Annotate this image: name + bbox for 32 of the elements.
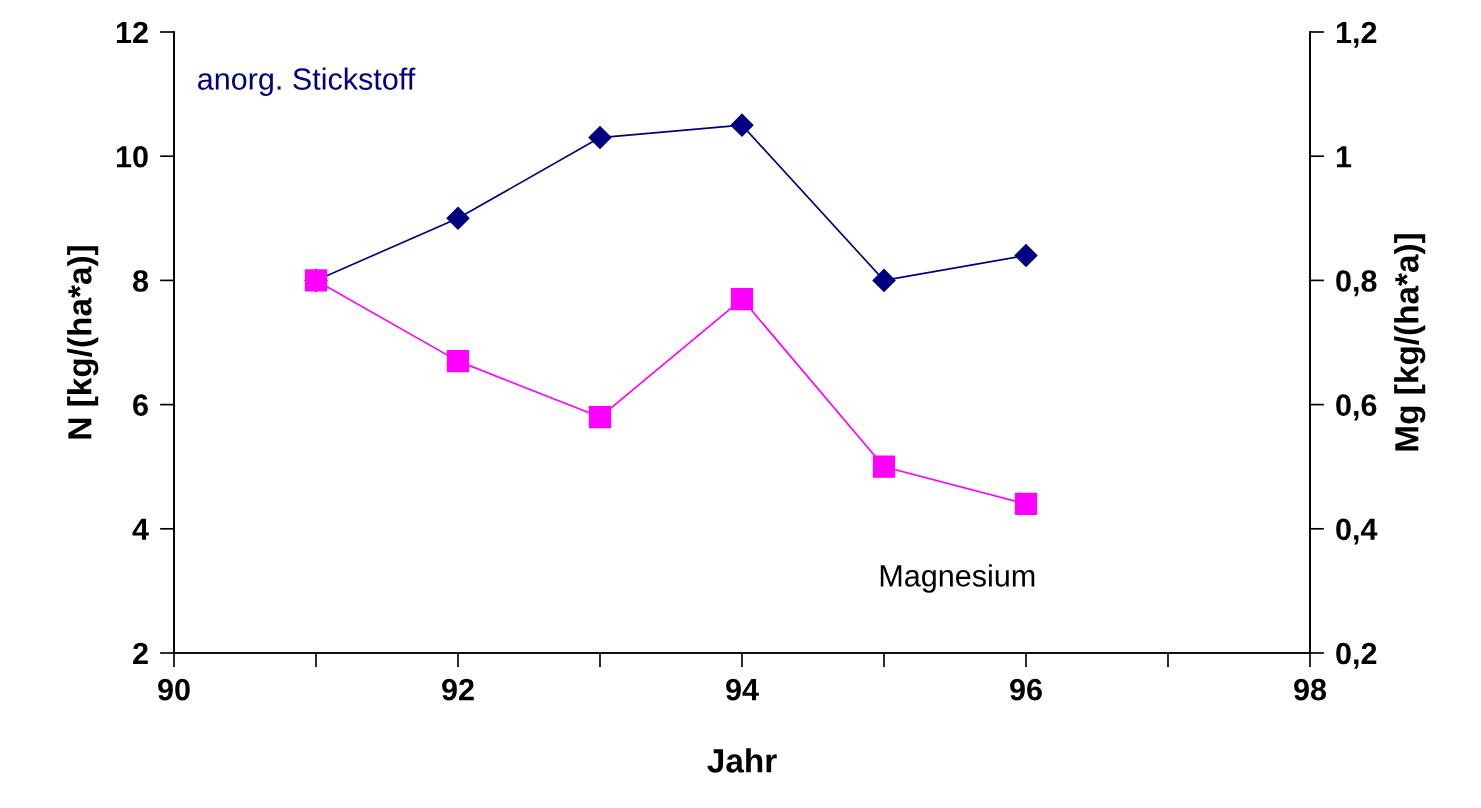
x-tick-label: 90 xyxy=(158,678,190,701)
point xyxy=(446,206,470,230)
point xyxy=(588,126,612,150)
y2-tick-label: 0,4 xyxy=(1336,518,1378,545)
y-tick-label: 6 xyxy=(133,394,148,416)
y2-tick-label: 0,2 xyxy=(1336,642,1377,669)
y-tick-label: 2 xyxy=(133,642,148,665)
y2-tick-label: 1 xyxy=(1336,146,1352,168)
y-tick-label: 4 xyxy=(132,518,149,540)
point xyxy=(872,455,896,478)
y2-tick-label: 1,2 xyxy=(1336,21,1377,48)
text: anorg. Stickstoff xyxy=(198,67,416,96)
y2-tick-label: 0,6 xyxy=(1336,394,1377,421)
point xyxy=(730,113,754,137)
point xyxy=(1014,492,1038,516)
y2-tick-label: 0,8 xyxy=(1336,270,1377,297)
point xyxy=(1014,244,1038,268)
x-tick-label: 98 xyxy=(1294,678,1327,701)
y2-axis-title: Mg [kg/(ha*a)] xyxy=(1394,234,1426,451)
series-label: Magnesium xyxy=(880,564,1035,593)
point xyxy=(588,405,612,429)
y-tick-label: 10 xyxy=(116,145,148,168)
x-tick-label: 92 xyxy=(442,678,474,701)
y-tick-label: 12 xyxy=(116,21,148,44)
point xyxy=(872,268,896,292)
point xyxy=(730,287,754,311)
x-tick-label: 94 xyxy=(726,678,759,701)
y-axis-title: N [kg/(ha*a)] xyxy=(67,246,99,439)
x-tick-label: 96 xyxy=(1010,678,1042,701)
y-tick-label: 8 xyxy=(132,270,149,292)
point xyxy=(446,350,470,373)
x-axis-title: Jahr xyxy=(707,748,777,773)
